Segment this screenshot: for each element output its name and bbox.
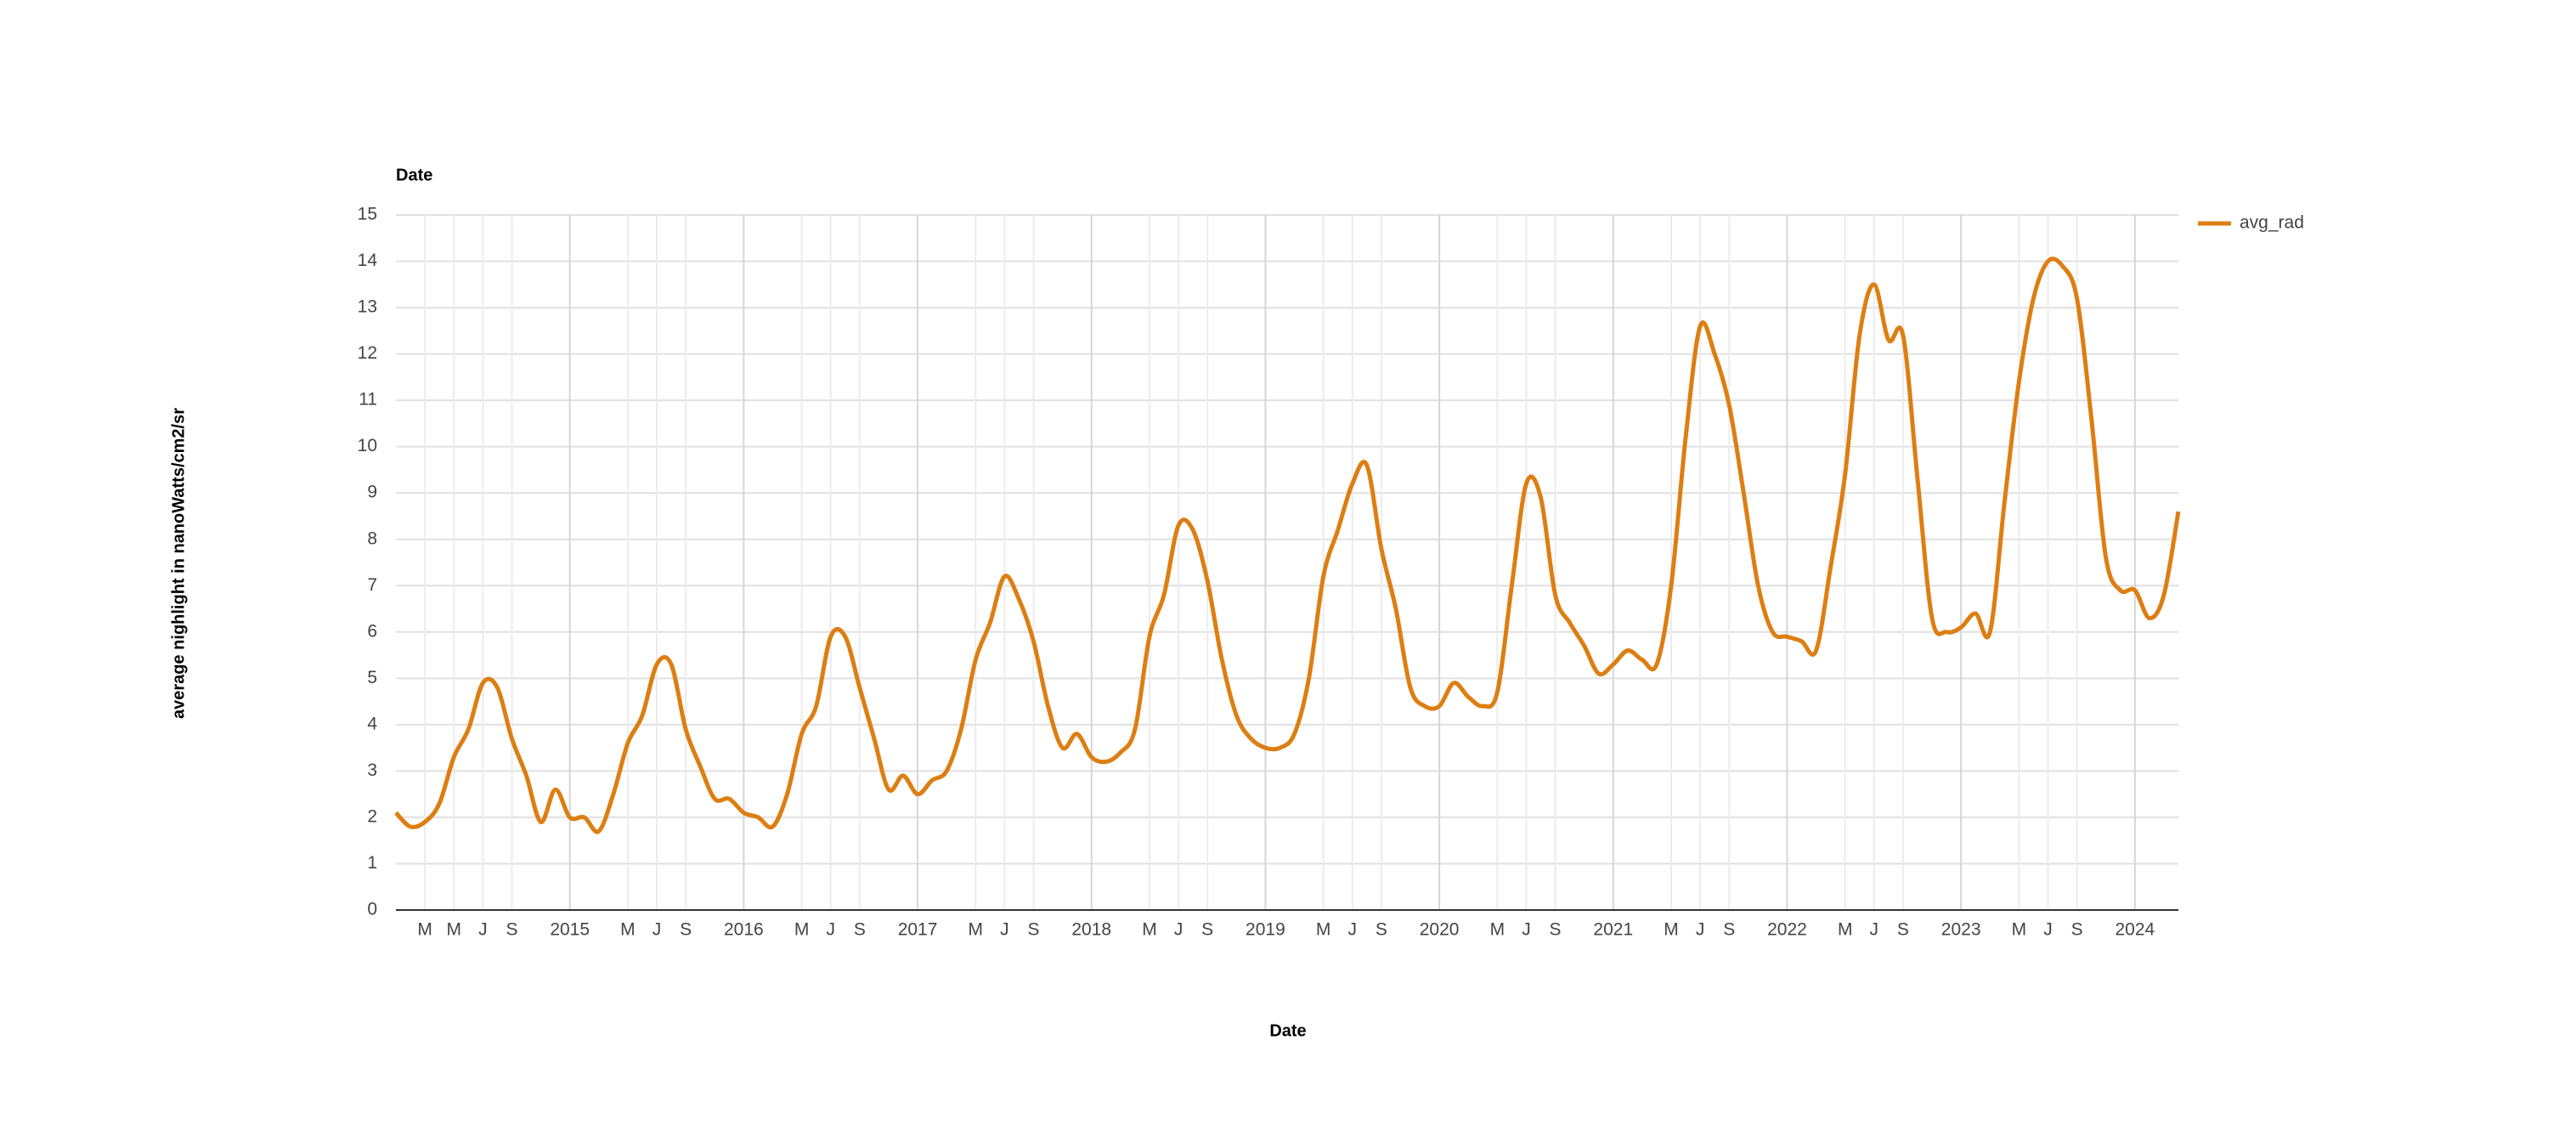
y-tick-label: 8 [367, 529, 377, 548]
x-tick-label: J [652, 920, 662, 940]
y-tick-label: 13 [358, 297, 377, 317]
x-tick-label: 2023 [1941, 920, 1981, 940]
x-tick-label: J [1174, 920, 1183, 940]
x-tick-label: 2021 [1593, 920, 1633, 940]
x-tick-label: 2022 [1767, 920, 1807, 940]
x-tick-label: J [1696, 920, 1705, 940]
x-tick-label: J [1522, 920, 1531, 940]
chart-title: Date [396, 166, 432, 184]
x-tick-label: 2020 [1420, 920, 1460, 940]
x-tick-label: M [1316, 920, 1331, 940]
y-tick-label: 9 [367, 483, 377, 502]
x-tick-label: J [1000, 920, 1009, 940]
x-tick-label: J [1348, 920, 1358, 940]
y-tick-label: 11 [359, 390, 377, 410]
y-tick-label: 14 [358, 251, 378, 270]
x-tick-label: S [1897, 920, 1909, 940]
x-tick-label: S [1027, 920, 1039, 940]
x-tick-label: J [1870, 920, 1879, 940]
y-tick-label: 10 [358, 436, 377, 455]
x-tick-label: S [1376, 920, 1387, 940]
x-tick-label: S [1201, 920, 1213, 940]
y-tick-label: 1 [367, 853, 377, 873]
x-tick-label: J [826, 920, 835, 940]
x-tick-label: M [1142, 920, 1157, 940]
x-tick-label: M [2012, 920, 2027, 940]
x-tick-label: S [1550, 920, 1562, 940]
x-tick-label: S [1723, 920, 1735, 940]
x-tick-label: S [680, 920, 692, 940]
x-tick-label: M [1664, 920, 1679, 940]
x-tick-label: M [794, 920, 810, 940]
x-tick-label: M [1838, 920, 1853, 940]
y-tick-label: 5 [367, 668, 377, 687]
y-tick-label: 2 [367, 806, 377, 826]
y-tick-label: 7 [367, 575, 377, 595]
x-tick-label: 2019 [1246, 920, 1285, 940]
x-tick-label: S [2071, 920, 2083, 940]
x-tick-label: S [854, 920, 866, 940]
x-tick-label: M [620, 920, 636, 940]
data-line [394, 257, 2181, 834]
x-tick-label: M [969, 920, 984, 940]
grid [396, 214, 2178, 911]
x-tick-label: M [446, 920, 461, 940]
x-tick-label: J [2043, 920, 2053, 940]
x-tick-label: 2017 [898, 920, 938, 940]
x-tick-label: M [417, 920, 432, 940]
x-tick-label: 2015 [550, 920, 590, 940]
x-axis-title: Date [1269, 1021, 1306, 1040]
y-tick-label: 12 [358, 343, 377, 363]
y-tick-label: 15 [358, 205, 377, 224]
x-tick-label: 2024 [2115, 920, 2155, 940]
y-tick-label: 4 [367, 714, 377, 733]
legend-label: avg_rad [2240, 213, 2304, 233]
x-tick-label: M [1490, 920, 1505, 940]
y-axis-title: average nighlight in nanoWatts/cm2/sr [169, 408, 188, 719]
x-tick-label: 2018 [1071, 920, 1111, 940]
y-tick-label: 6 [367, 621, 377, 641]
x-tick-label: J [478, 920, 488, 940]
x-tick-label: S [506, 920, 517, 940]
x-tick-label: 2016 [724, 920, 764, 940]
y-tick-label: 3 [367, 760, 377, 780]
y-tick-label: 0 [367, 900, 377, 919]
